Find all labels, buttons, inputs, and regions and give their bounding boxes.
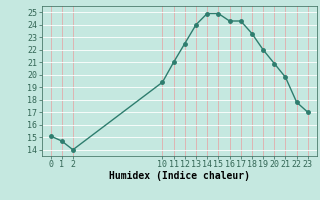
X-axis label: Humidex (Indice chaleur): Humidex (Indice chaleur)	[109, 171, 250, 181]
